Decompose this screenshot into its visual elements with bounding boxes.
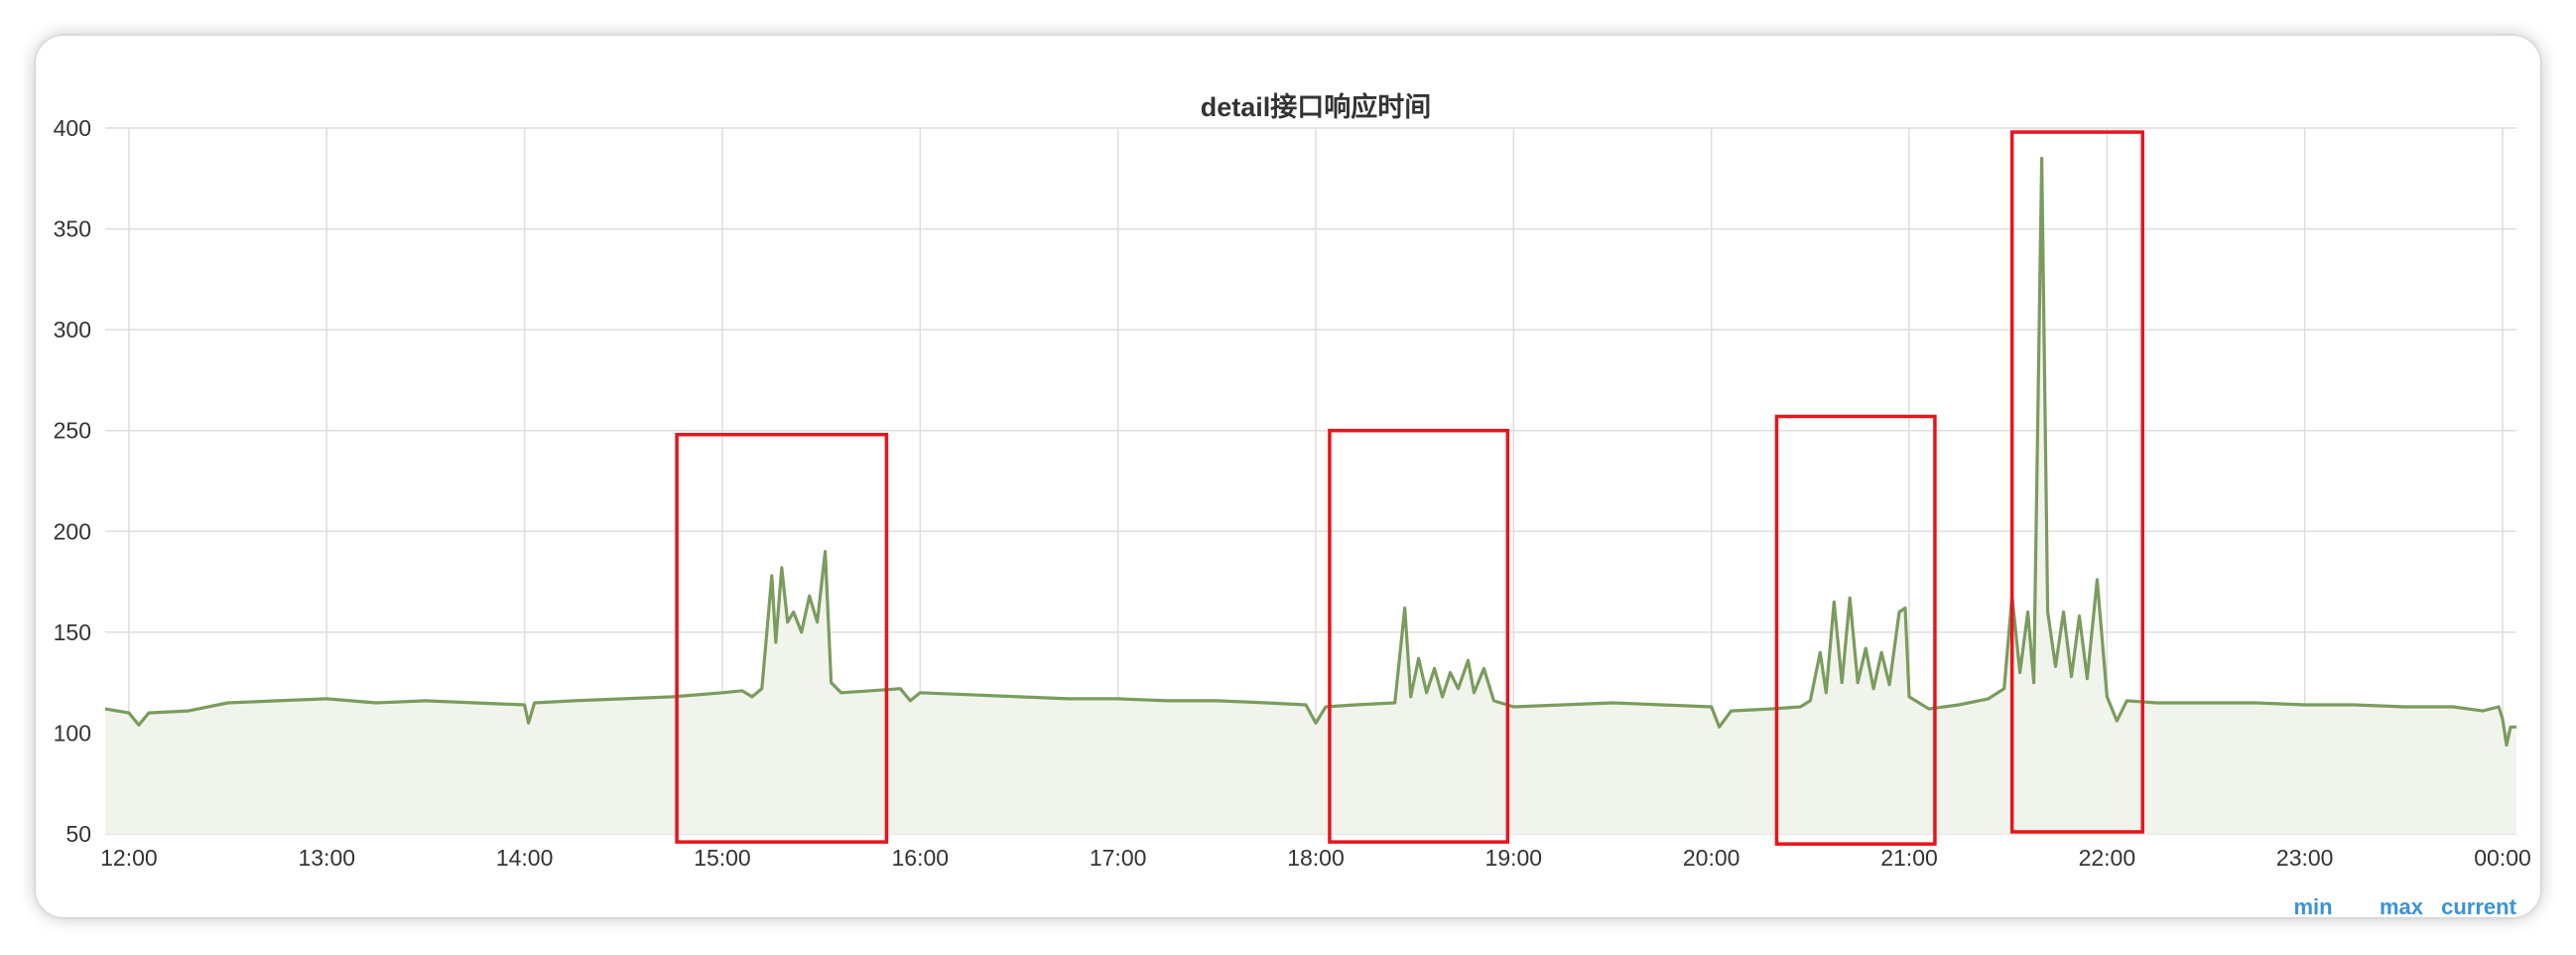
y-tick-label: 200: [54, 518, 91, 544]
y-tick-label: 150: [54, 619, 91, 645]
y-tick-label: 50: [65, 821, 91, 847]
x-tick-label: 16:00: [892, 845, 950, 871]
y-tick-label: 350: [54, 216, 91, 242]
x-tick-label: 23:00: [2276, 845, 2334, 871]
highlight-box: [1774, 414, 1937, 846]
y-tick-label: 300: [54, 317, 91, 342]
series-line: [104, 156, 2516, 748]
legend-item-current[interactable]: current: [2441, 894, 2516, 917]
legend-item-max[interactable]: max: [2380, 894, 2424, 917]
x-tick-label: 22:00: [2079, 845, 2136, 871]
x-tick-label: 18:00: [1287, 845, 1345, 871]
y-tick-label: 400: [54, 115, 91, 141]
y-tick-label: 250: [54, 418, 91, 444]
x-tick-label: 12:00: [100, 845, 158, 871]
x-tick-label: 17:00: [1090, 845, 1147, 871]
x-tick-label: 13:00: [298, 845, 355, 871]
highlight-box: [2009, 130, 2144, 834]
highlight-box: [675, 433, 889, 844]
series-area: [105, 158, 2516, 834]
chart-panel: detail接口响应时间 50 100 150 200 250 300 350 400 12:0…: [36, 36, 2540, 917]
x-tick-label: 14:00: [496, 845, 554, 871]
x-tick-label: 21:00: [1880, 845, 1938, 871]
area-chart: 50 100 150 200 250 300 350 400 12:00 13:00 14:00 15…: [54, 115, 2531, 917]
x-tick-label: 20:00: [1683, 845, 1740, 871]
y-tick-label: 100: [54, 720, 91, 746]
x-tick-label: 00:00: [2474, 845, 2531, 871]
legend-item-min[interactable]: min: [2293, 894, 2332, 917]
chart-title: detail接口响应时间: [1200, 92, 1432, 122]
x-tick-label: 15:00: [694, 845, 751, 871]
x-tick-label: 19:00: [1485, 845, 1543, 871]
highlight-box: [1328, 428, 1510, 844]
